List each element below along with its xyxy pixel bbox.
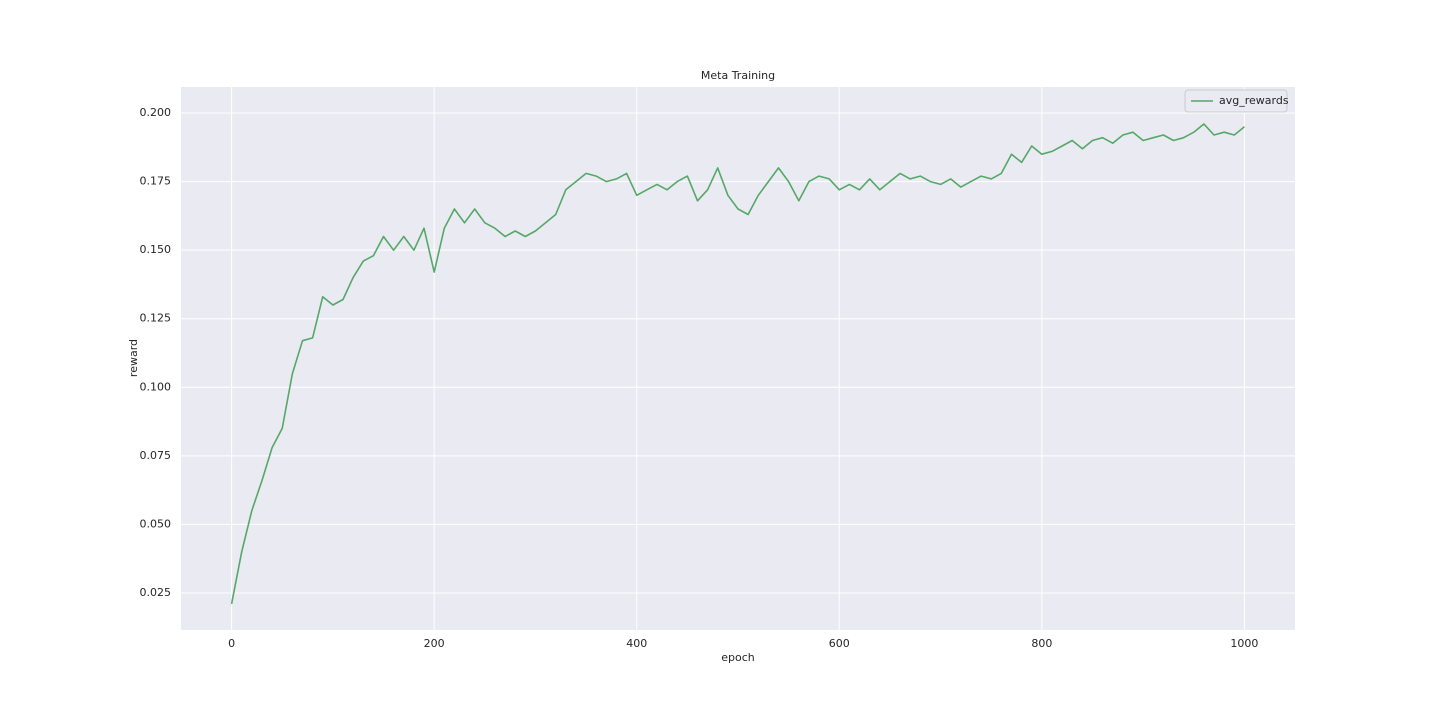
y-tick-label: 0.150 bbox=[140, 243, 172, 256]
x-tick-label: 0 bbox=[228, 637, 235, 650]
legend-label: avg_rewards bbox=[1219, 94, 1289, 107]
y-tick-label: 0.025 bbox=[140, 586, 172, 599]
y-tick-label: 0.125 bbox=[140, 312, 172, 325]
y-tick-label: 0.075 bbox=[140, 449, 172, 462]
x-axis-label: epoch bbox=[721, 651, 755, 664]
y-tick-label: 0.200 bbox=[140, 106, 172, 119]
y-tick-label: 0.175 bbox=[140, 175, 172, 188]
y-tick-label: 0.050 bbox=[140, 517, 172, 530]
x-tick-label: 1000 bbox=[1230, 637, 1258, 650]
x-tick-label: 600 bbox=[829, 637, 850, 650]
y-tick-label: 0.100 bbox=[140, 380, 172, 393]
x-tick-label: 200 bbox=[424, 637, 445, 650]
chart-title: Meta Training bbox=[701, 69, 775, 82]
y-axis-label: reward bbox=[127, 339, 140, 377]
legend-box bbox=[1184, 89, 1288, 113]
line bbox=[230, 123, 1245, 605]
x-tick-label: 800 bbox=[1031, 637, 1052, 650]
plot-area bbox=[181, 87, 1295, 630]
x-tick-label: 400 bbox=[626, 637, 647, 650]
